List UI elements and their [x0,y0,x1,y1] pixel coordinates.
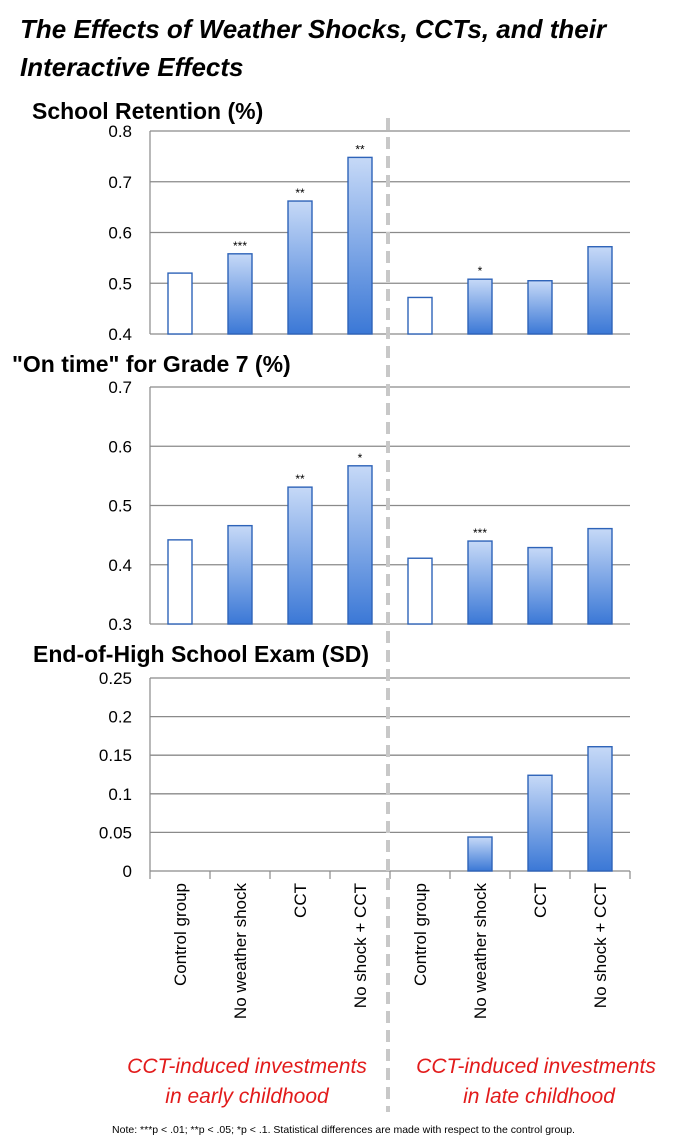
group-label-early-line1: CCT-induced investments [127,1055,367,1078]
chart-area: School Retention (%)0.40.50.60.70.8*****… [12,98,656,1112]
bar [287,200,313,335]
group-label-early-line2: in early childhood [165,1085,330,1108]
bar [347,156,373,335]
chart-panel-3: End-of-High School Exam (SD) 0 0.05 0.1 0.15… [33,641,630,881]
y-tick-label: 0.4 [108,556,132,575]
bar [227,253,253,335]
panel-title: School Retention (%) [32,98,263,124]
y-tick-label: 0.8 [108,122,132,141]
significance-marker: *** [233,239,247,253]
x-category-label: CCT [531,883,550,918]
bar [467,540,493,625]
group-label-late-line1: CCT-induced investments [416,1055,656,1078]
chart-panel-2: "On time" for Grade 7 (%) 0.3 0.4 0.5 0.6 0.7… [12,351,630,634]
bar [527,774,553,872]
footnote: Note: ***p < .01; **p < .05; *p < .1. St… [112,1124,575,1136]
y-tick-label: 0.6 [108,224,132,243]
bar-control [407,557,433,625]
y-tick-label: 0.4 [108,325,132,344]
panel-title: End-of-High School Exam (SD) [33,641,369,667]
bar [527,280,553,335]
significance-marker: ** [355,142,365,156]
y-tick-label: 0.7 [108,173,132,192]
y-tick-label: 0.25 [99,669,132,688]
x-category-label: No weather shock [231,883,250,1020]
significance-marker: * [358,451,363,465]
significance-marker: ** [295,472,305,486]
x-category-label: No shock + CCT [591,883,610,1008]
y-tick-label: 0.3 [108,615,132,634]
chart-panel-1: School Retention (%)0.40.50.60.70.8*****… [32,98,630,344]
x-category-label: Control group [171,883,190,986]
significance-marker: * [478,264,483,278]
y-tick-label: 0 [123,862,132,881]
x-category-label: No weather shock [471,883,490,1020]
bar [587,746,613,872]
bar [287,486,313,625]
y-tick-label: 0.1 [108,785,132,804]
bar-control [167,539,193,625]
y-tick-label: 0.5 [108,274,132,293]
bar [227,524,253,625]
y-tick-label: 0.6 [108,437,132,456]
y-tick-label: 0.2 [108,708,132,727]
bar [467,836,493,872]
bar-control [407,296,433,335]
bar [527,546,553,625]
main-title: The Effects of Weather Shocks, CCTs, and… [20,14,607,82]
group-label-late-line2: in late childhood [463,1085,616,1108]
significance-marker: ** [295,186,305,200]
bar [587,246,613,335]
x-category-label: CCT [291,883,310,918]
significance-marker: *** [473,526,487,540]
y-tick-label: 0.5 [108,497,132,516]
bar [587,527,613,625]
y-tick-label: 0.7 [108,378,132,397]
x-category-label: Control group [411,883,430,986]
y-tick-label: 0.15 [99,746,132,765]
panel-title: "On time" for Grade 7 (%) [12,351,291,377]
bar [467,278,493,335]
y-tick-label: 0.05 [99,823,132,842]
x-category-label: No shock + CCT [351,883,370,1008]
bar-control [167,272,193,335]
bar [347,465,373,625]
